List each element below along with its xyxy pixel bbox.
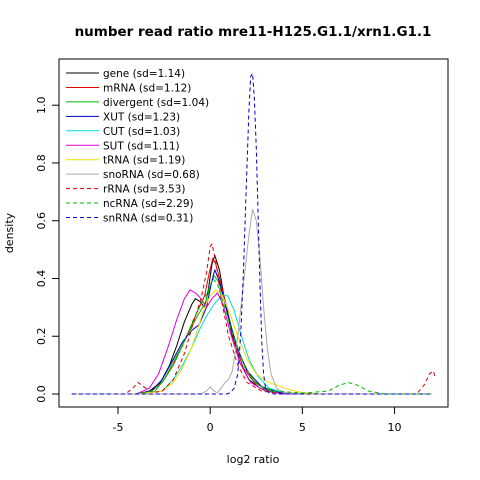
y-tick-label: 0.2: [35, 327, 48, 345]
series-line-4: [71, 269, 432, 395]
x-tick-label: 5: [299, 421, 306, 434]
series-line-7: [71, 289, 432, 395]
series-line-9: [71, 243, 436, 395]
y-axis-label: density: [3, 212, 16, 253]
y-tick-label: 1.0: [35, 96, 48, 114]
legend-entry: ncRNA (sd=2.29): [103, 198, 194, 210]
series-line-2: [71, 257, 432, 395]
legend-entry: snoRNA (sd=0.68): [103, 169, 200, 181]
x-tick-label: 0: [207, 421, 214, 434]
legend: gene (sd=1.14) mRNA (sd=1.12) divergent (s…: [66, 68, 209, 225]
y-tick-label: 0.6: [35, 212, 48, 230]
series-line-6: [71, 289, 432, 395]
series-line-8: [71, 208, 432, 395]
series-layer: [71, 72, 436, 395]
legend-entry: CUT (sd=1.03): [103, 126, 180, 138]
y-tick-label: 0.8: [35, 154, 48, 172]
legend-entry: SUT (sd=1.11): [103, 140, 180, 152]
legend-entry: divergent (sd=1.04): [103, 97, 209, 109]
y-axis: 0.0 0.2 0.4 0.6 0.8 1.0: [35, 96, 60, 403]
x-tick-label: -5: [113, 421, 124, 434]
x-axis: -5 0 5 10: [113, 406, 402, 434]
legend-entry: rRNA (sd=3.53): [103, 184, 186, 196]
legend-entry: tRNA (sd=1.19): [103, 155, 185, 167]
series-line-1: [71, 254, 432, 395]
series-line-10: [71, 278, 432, 395]
legend-entry: mRNA (sd=1.12): [103, 82, 191, 94]
legend-entry: snRNA (sd=0.31): [103, 213, 193, 225]
y-tick-label: 0.4: [35, 270, 48, 288]
series-line-11: [71, 72, 432, 395]
x-axis-label: log2 ratio: [227, 453, 280, 466]
x-tick-label: 10: [388, 421, 402, 434]
y-tick-label: 0.0: [35, 385, 48, 403]
legend-entry: gene (sd=1.14): [103, 68, 185, 80]
chart-title: number read ratio mre11-H125.G1.1/xrn1.G…: [75, 24, 432, 40]
legend-entry: XUT (sd=1.23): [103, 111, 180, 123]
